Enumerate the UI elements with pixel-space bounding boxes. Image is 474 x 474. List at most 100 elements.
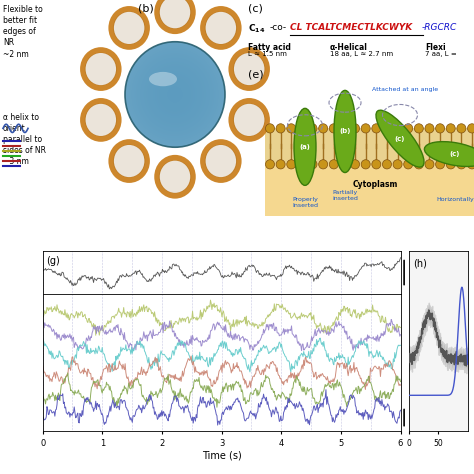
Circle shape	[436, 160, 445, 169]
Ellipse shape	[376, 110, 424, 167]
Ellipse shape	[139, 57, 210, 132]
Circle shape	[340, 160, 349, 169]
Text: Partially
inserted: Partially inserted	[332, 190, 358, 201]
Text: CL TCALTCMECTLKCWYK: CL TCALTCMECTLKCWYK	[290, 23, 412, 32]
Ellipse shape	[144, 62, 206, 128]
Text: 7 aa, L =: 7 aa, L =	[425, 51, 457, 57]
Circle shape	[436, 124, 445, 133]
Ellipse shape	[125, 42, 225, 147]
Circle shape	[308, 160, 317, 169]
Ellipse shape	[84, 53, 117, 86]
Circle shape	[457, 124, 466, 133]
Circle shape	[287, 160, 296, 169]
Ellipse shape	[164, 83, 185, 106]
Ellipse shape	[142, 59, 209, 130]
Ellipse shape	[150, 68, 200, 121]
Text: (h): (h)	[413, 258, 427, 268]
Circle shape	[351, 124, 360, 133]
Circle shape	[319, 124, 328, 133]
Ellipse shape	[159, 0, 191, 29]
Circle shape	[446, 160, 455, 169]
Ellipse shape	[173, 92, 177, 97]
Ellipse shape	[167, 86, 183, 103]
Circle shape	[457, 160, 466, 169]
Circle shape	[414, 160, 423, 169]
Circle shape	[393, 160, 402, 169]
Circle shape	[265, 160, 274, 169]
Text: Flexi: Flexi	[425, 43, 446, 52]
Ellipse shape	[233, 103, 265, 137]
Circle shape	[329, 124, 338, 133]
Circle shape	[351, 160, 360, 169]
Text: Horizontally: Horizontally	[436, 197, 474, 202]
Ellipse shape	[113, 11, 146, 45]
Ellipse shape	[154, 155, 196, 199]
Circle shape	[265, 124, 274, 133]
Text: Attached at an angle: Attached at an angle	[372, 87, 438, 92]
Circle shape	[372, 124, 381, 133]
Circle shape	[276, 160, 285, 169]
Ellipse shape	[228, 98, 270, 142]
Ellipse shape	[154, 73, 196, 117]
Text: (b): (b)	[138, 3, 154, 13]
Circle shape	[404, 160, 413, 169]
Ellipse shape	[109, 139, 150, 183]
Ellipse shape	[228, 47, 270, 91]
Ellipse shape	[136, 53, 215, 136]
Text: α helix to
orient
parallel to
sides of NR
~3 nm: α helix to orient parallel to sides of N…	[3, 113, 46, 166]
Text: (g): (g)	[46, 256, 60, 266]
Text: (b): (b)	[339, 128, 351, 135]
Ellipse shape	[84, 103, 117, 137]
Circle shape	[383, 160, 392, 169]
Circle shape	[287, 124, 296, 133]
Ellipse shape	[149, 72, 177, 86]
Circle shape	[467, 160, 474, 169]
Ellipse shape	[169, 88, 181, 101]
Text: Properly
Inserted: Properly Inserted	[292, 197, 318, 208]
Circle shape	[308, 124, 317, 133]
Ellipse shape	[148, 66, 202, 123]
Ellipse shape	[294, 109, 316, 185]
Ellipse shape	[114, 145, 145, 177]
X-axis label: Time (s): Time (s)	[202, 451, 241, 461]
Text: α-Helical: α-Helical	[330, 43, 368, 52]
Text: (e): (e)	[248, 70, 264, 80]
Circle shape	[383, 124, 392, 133]
Text: 1.3%: 1.3%	[411, 264, 417, 282]
Circle shape	[425, 160, 434, 169]
Ellipse shape	[129, 46, 221, 143]
Circle shape	[276, 124, 285, 133]
Ellipse shape	[160, 79, 190, 110]
Ellipse shape	[334, 91, 356, 173]
Ellipse shape	[200, 139, 242, 183]
Ellipse shape	[234, 104, 264, 136]
Text: L ≈ 1.5 nm: L ≈ 1.5 nm	[248, 51, 287, 57]
Ellipse shape	[86, 53, 116, 85]
Ellipse shape	[80, 47, 121, 91]
Ellipse shape	[113, 145, 146, 178]
Circle shape	[297, 124, 306, 133]
Text: -co-: -co-	[270, 23, 287, 32]
Ellipse shape	[160, 0, 190, 28]
Circle shape	[361, 160, 370, 169]
Ellipse shape	[206, 145, 236, 177]
Circle shape	[404, 124, 413, 133]
Circle shape	[467, 124, 474, 133]
Ellipse shape	[205, 11, 237, 45]
Circle shape	[297, 160, 306, 169]
Circle shape	[340, 124, 349, 133]
Text: (c): (c)	[450, 151, 460, 157]
Text: $\mathbf{C_{14}}$: $\mathbf{C_{14}}$	[248, 23, 265, 35]
Ellipse shape	[146, 64, 204, 125]
Ellipse shape	[424, 142, 474, 166]
Text: Flexible to
better fit
edges of
NR
~2 nm: Flexible to better fit edges of NR ~2 nm	[3, 5, 43, 58]
Text: (c): (c)	[395, 136, 405, 142]
Ellipse shape	[109, 6, 150, 50]
Text: 18 aa, L ≈ 2.7 nm: 18 aa, L ≈ 2.7 nm	[330, 51, 393, 57]
Ellipse shape	[154, 0, 196, 34]
Ellipse shape	[131, 48, 219, 141]
Text: -RGCRC: -RGCRC	[422, 23, 457, 32]
Ellipse shape	[205, 145, 237, 178]
Ellipse shape	[159, 160, 191, 193]
Circle shape	[329, 160, 338, 169]
